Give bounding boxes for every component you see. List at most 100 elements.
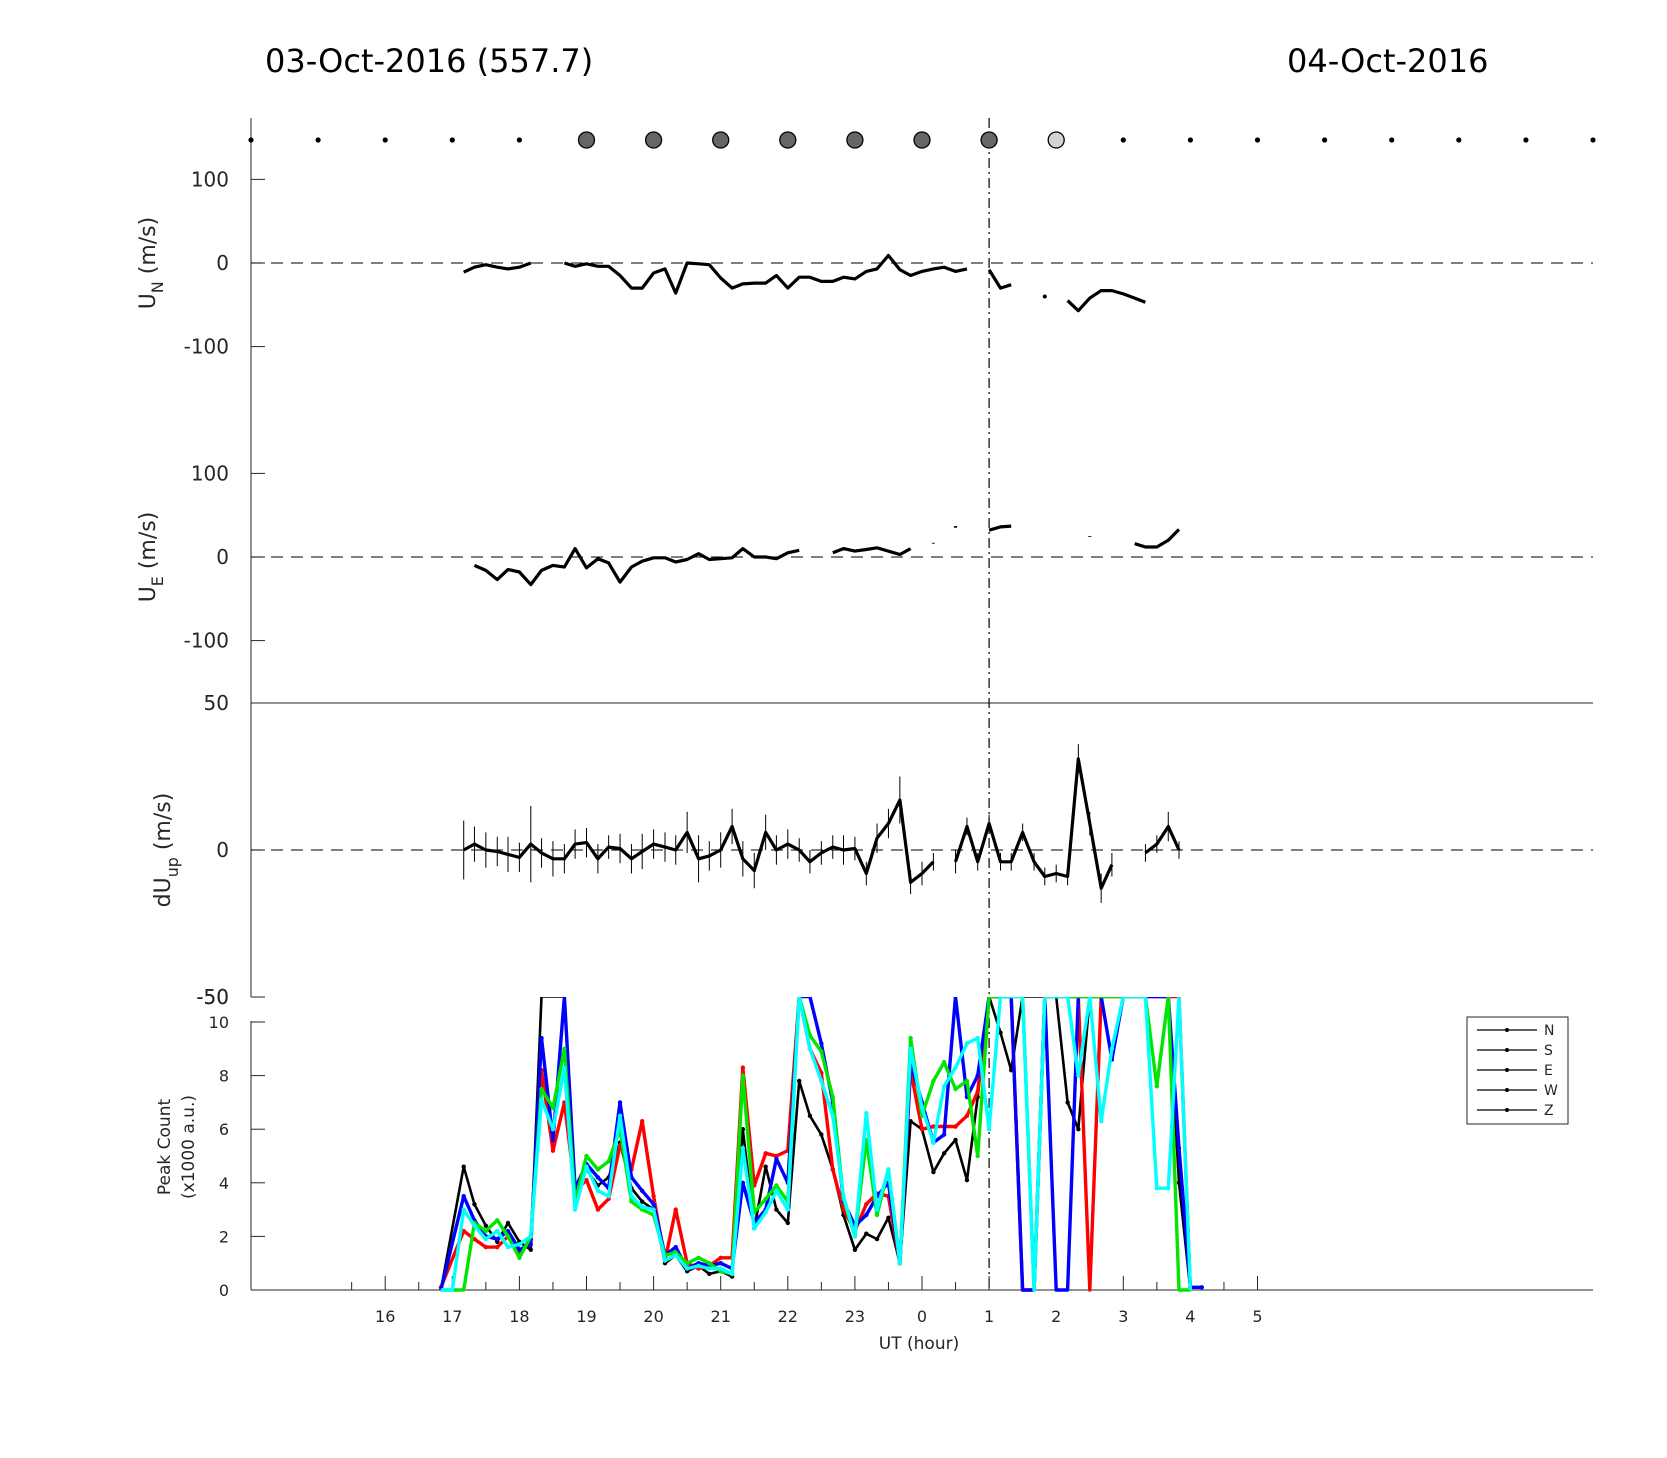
- x-tick-label: 17: [442, 1307, 462, 1326]
- series-point-N: [483, 1223, 489, 1228]
- y-tick-label: 4: [219, 1174, 229, 1193]
- series-point-S: [740, 1065, 746, 1070]
- cloud-indicator-cloudy: [846, 131, 864, 149]
- cloud-indicator-cloudy: [712, 131, 730, 149]
- series-point-S: [584, 1177, 589, 1183]
- cloud-indicator-cloudy: [644, 131, 663, 149]
- series-point-Z: [908, 1046, 913, 1052]
- series-point-Z: [696, 1263, 701, 1269]
- series-point-W: [483, 1228, 489, 1234]
- series-point-E: [864, 1212, 869, 1218]
- legend-swatch-dot: [1505, 1028, 1509, 1032]
- series-line: [463, 261, 532, 274]
- series-point-Z: [752, 1226, 757, 1231]
- series-point-W: [941, 1060, 947, 1065]
- series-point-Z: [841, 1194, 846, 1199]
- series-point-N: [639, 1199, 645, 1204]
- cloud-indicator-dot: [1389, 137, 1395, 143]
- series-point-N: [998, 1030, 1003, 1035]
- series-point-S: [864, 1202, 869, 1207]
- series-point-Z: [528, 1234, 534, 1239]
- cloud-indicator-cloudy: [980, 131, 998, 149]
- y-tick-label: -100: [184, 629, 229, 653]
- y-axis-label-peak: Peak Count: [155, 1099, 175, 1196]
- series-line: [832, 546, 912, 557]
- y-tick-label: 2: [219, 1227, 229, 1246]
- series-point-Z: [483, 1236, 489, 1242]
- series-line: [1134, 528, 1181, 549]
- series-point-W: [707, 1261, 712, 1266]
- series-point-N: [785, 1220, 790, 1226]
- series-point-Z: [964, 1041, 970, 1046]
- series-point-Z: [919, 1105, 925, 1110]
- series-point-E: [1176, 1145, 1182, 1151]
- series-point-Z: [662, 1258, 668, 1263]
- series-point-S: [495, 1244, 500, 1250]
- series-point-Z: [629, 1194, 634, 1199]
- x-tick-label: 19: [576, 1307, 596, 1326]
- series-point-N: [763, 1164, 768, 1169]
- data-layer: [248, 131, 1596, 1292]
- series-point-Z: [461, 1207, 466, 1212]
- series-point-E: [774, 1156, 779, 1161]
- cloud-indicator-dot: [315, 137, 321, 143]
- series-point-Z: [819, 1078, 824, 1084]
- series-point-N: [528, 1247, 534, 1253]
- series-point-S: [841, 1207, 846, 1212]
- series-point-W: [629, 1199, 634, 1204]
- series-point-E: [539, 1035, 544, 1041]
- series-point-Z: [505, 1244, 511, 1250]
- series-point-W: [517, 1255, 522, 1261]
- series-point-Z: [684, 1266, 690, 1271]
- series-point-S: [763, 1151, 768, 1156]
- series-point-Z: [740, 1145, 746, 1151]
- cloud-indicator-dot: [1120, 137, 1126, 143]
- series-point-N: [931, 1169, 936, 1175]
- legend-label-E: E: [1544, 1063, 1553, 1079]
- y-axis-label-peak-units: (x1000 a.u.): [179, 1095, 199, 1199]
- series-point-Z: [595, 1188, 601, 1194]
- series-point-W: [819, 1049, 824, 1054]
- cloud-indicator-cloudy: [779, 131, 797, 149]
- legend-label-S: S: [1544, 1043, 1553, 1059]
- series-point-E: [941, 1132, 947, 1137]
- series-point-S: [651, 1194, 656, 1199]
- x-tick-label: 18: [509, 1307, 529, 1326]
- x-tick-label: 3: [1118, 1307, 1128, 1326]
- series-point-Z: [931, 1140, 936, 1145]
- series-point-Z: [953, 1065, 958, 1070]
- series-point-N: [472, 1202, 477, 1207]
- series-line: [473, 547, 800, 587]
- series-point-Z: [472, 1223, 477, 1228]
- x-tick-label: 20: [643, 1307, 663, 1326]
- series-line: [1066, 289, 1146, 313]
- cloud-indicator-dot: [449, 137, 455, 143]
- cloud-indicator-dot: [1187, 137, 1193, 143]
- legend-swatch-dot: [1505, 1108, 1509, 1112]
- cloud-indicator-partial: [1047, 131, 1065, 149]
- series-point-W: [495, 1218, 500, 1223]
- series-point-Z: [774, 1188, 779, 1194]
- x-tick-label: 4: [1185, 1307, 1195, 1326]
- cloud-indicator-dot: [1523, 137, 1529, 143]
- series-point-W: [740, 1073, 746, 1078]
- series-point-S: [975, 1089, 980, 1094]
- series-point-Z: [1098, 1118, 1104, 1124]
- series-line: [462, 798, 935, 884]
- x-tick-label: 1: [984, 1307, 994, 1326]
- x-tick-label: 23: [845, 1307, 865, 1326]
- cloud-indicator-dot: [248, 137, 254, 143]
- series-point-Z: [729, 1271, 735, 1277]
- series-point-N: [774, 1207, 779, 1212]
- series-point-Z: [495, 1228, 500, 1234]
- series-point-Z: [718, 1266, 723, 1271]
- series-point-Z: [707, 1266, 712, 1271]
- peak-count-series: [438, 997, 1205, 1292]
- x-tick-label: 2: [1051, 1307, 1061, 1326]
- series-point-W: [539, 1086, 544, 1092]
- y-tick-label: 0: [219, 1281, 229, 1300]
- series-point-N: [886, 1215, 891, 1220]
- series-point-Z: [864, 1110, 869, 1116]
